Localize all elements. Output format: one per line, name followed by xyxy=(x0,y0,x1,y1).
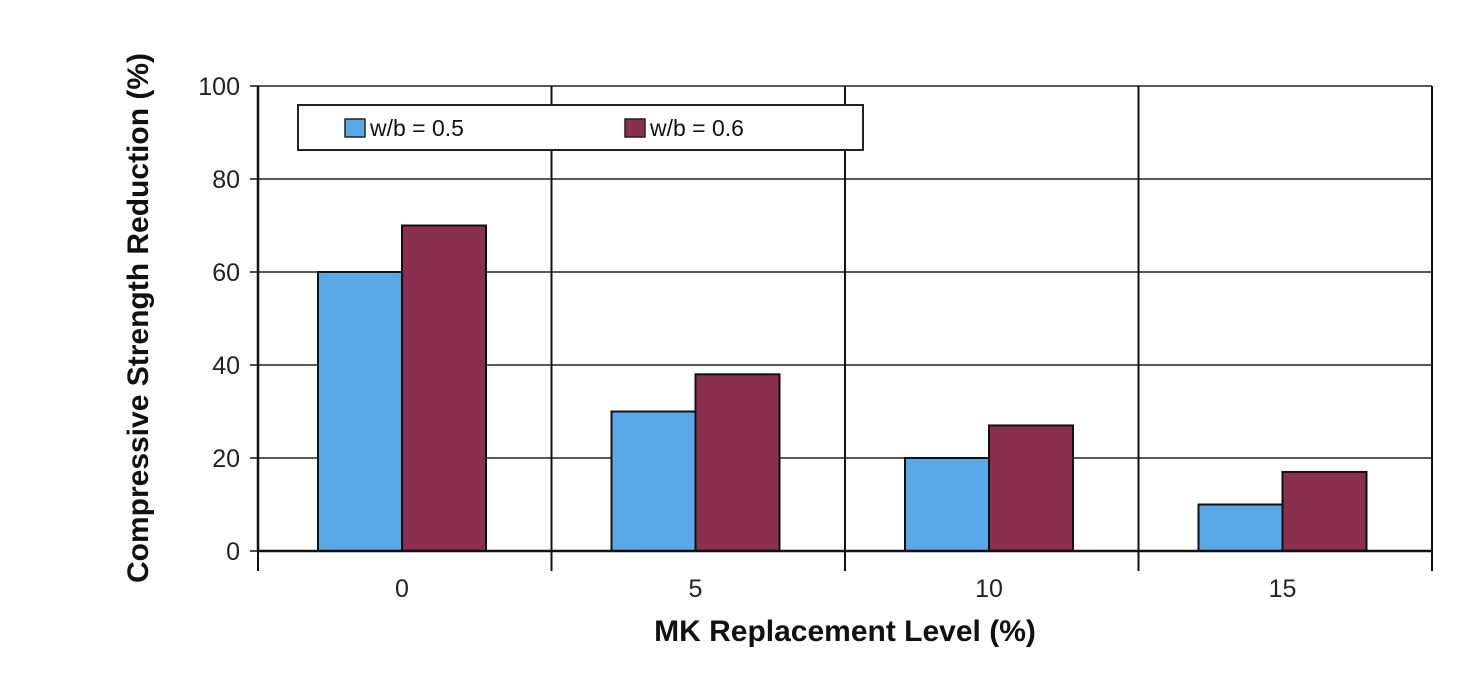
x-tick-label: 15 xyxy=(1269,575,1297,603)
legend-label-wb-0-5: w/b = 0.5 xyxy=(369,115,464,141)
legend-swatch-wb-0-5 xyxy=(344,118,366,138)
bar-w-b-0-6-cat-5 xyxy=(694,373,781,552)
bar-w-b-0-6-cat-15 xyxy=(1281,470,1368,553)
y-tick-labels: 0 20 40 60 80 100 xyxy=(198,73,240,566)
y-tick-label: 80 xyxy=(212,166,240,194)
bar-w-b-0-5-cat-10 xyxy=(904,457,990,552)
x-tick-label: 0 xyxy=(395,575,409,603)
bars xyxy=(317,224,1368,553)
x-axis-title: MK Replacement Level (%) xyxy=(654,615,1036,648)
y-tick-label: 40 xyxy=(212,352,240,380)
legend: w/b = 0.5 w/b = 0.6 xyxy=(297,104,864,151)
axes xyxy=(250,85,1433,571)
legend-label-wb-0-6: w/b = 0.6 xyxy=(649,115,744,141)
y-axis-title: Compressive Strength Reduction (%) xyxy=(122,53,155,583)
y-tick-label: 60 xyxy=(212,259,240,287)
bar-w-b-0-6-cat-0 xyxy=(401,224,487,552)
y-tick-label: 20 xyxy=(212,445,240,473)
legend-box xyxy=(297,104,864,151)
y-tick-label: 100 xyxy=(198,73,240,101)
bar-w-b-0-5-cat-0 xyxy=(317,271,403,552)
bar-w-b-0-5-cat-5 xyxy=(610,410,697,552)
legend-swatch-wb-0-6 xyxy=(624,118,646,138)
y-tick-label: 0 xyxy=(226,538,240,566)
x-tick-label: 5 xyxy=(689,575,703,603)
x-tick-labels: 0 5 10 15 xyxy=(395,575,1296,603)
bar-w-b-0-6-cat-10 xyxy=(988,424,1074,553)
bar-w-b-0-5-cat-15 xyxy=(1197,503,1284,552)
x-tick-label: 10 xyxy=(975,575,1003,603)
